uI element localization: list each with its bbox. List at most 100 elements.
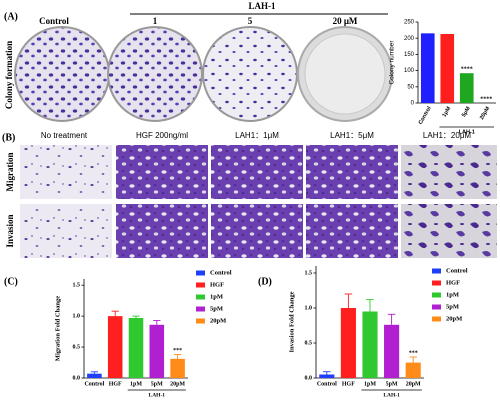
legend-label: HGF <box>446 279 460 286</box>
y-tick-label: 1.0 <box>305 305 313 311</box>
assay-image <box>211 204 303 258</box>
x-tick-label: HGF <box>109 381 122 387</box>
y-tick-label: 200 <box>404 36 415 42</box>
y-tick-label: 0.5 <box>305 340 313 346</box>
column-label: 5 <box>248 16 253 26</box>
group-label: LAH-1 <box>383 392 400 398</box>
row-label: Invasion <box>5 214 15 247</box>
annotation: **** <box>461 67 473 73</box>
column-label: No treatment <box>41 131 88 140</box>
column-label: HGF 200ng/ml <box>136 131 188 140</box>
y-tick-label: 250 <box>404 20 415 26</box>
bar <box>87 373 102 378</box>
panel-label: (B) <box>2 132 15 143</box>
legend-swatch <box>196 306 205 312</box>
column-label: 20 μM <box>333 16 358 26</box>
legend-swatch <box>196 294 205 300</box>
x-tick-label: HGF <box>342 381 355 387</box>
y-tick-label: 150 <box>404 52 415 58</box>
bar <box>384 324 400 378</box>
annotation: *** <box>409 350 418 356</box>
legend-label: 20pM <box>446 315 462 322</box>
assay-image <box>211 145 303 199</box>
legend-swatch <box>196 318 205 324</box>
row-label: Migration <box>5 153 15 192</box>
assay-image <box>401 145 497 199</box>
legend-swatch <box>432 304 441 310</box>
legend-swatch <box>432 316 441 322</box>
bar <box>340 308 356 378</box>
x-tick-label: 5pM <box>386 381 398 387</box>
y-tick-label: 1.5 <box>305 270 313 276</box>
legend-swatch <box>432 280 441 286</box>
x-tick-label: 5μM <box>461 105 472 118</box>
legend-label: 20pM <box>210 317 226 324</box>
y-tick-label: 1.0 <box>73 314 81 320</box>
x-tick-label: 1pM <box>130 381 142 387</box>
assay-image <box>116 145 208 199</box>
x-tick-label: Control <box>418 105 433 125</box>
assay-image <box>20 145 112 199</box>
assay-image <box>20 204 112 258</box>
bar <box>459 73 474 103</box>
bar <box>128 317 144 378</box>
legend-swatch <box>196 270 205 276</box>
assay-image <box>306 145 398 199</box>
legend-label: HGF <box>210 281 224 288</box>
y-axis-label: Invasion Fold Change <box>288 291 295 352</box>
legend-swatch <box>196 282 205 288</box>
assay-image <box>116 204 208 258</box>
assay-image <box>401 204 497 258</box>
x-tick-label: 20pM <box>406 381 421 387</box>
legend-label: 1pM <box>446 291 459 298</box>
y-axis-label: Colony number <box>389 40 396 85</box>
y-axis-label: Migration Fold Change <box>54 296 61 361</box>
x-tick-label: Control <box>317 381 337 387</box>
group-label: LAH-1 <box>249 1 277 11</box>
panel-label: (A) <box>4 11 18 22</box>
bar <box>319 374 335 378</box>
y-tick-label: 0.5 <box>73 344 81 350</box>
x-tick-label: 1μM <box>442 105 453 118</box>
column-label: 1 <box>153 16 158 26</box>
y-tick-label: 100 <box>404 68 415 74</box>
legend-label: 1pM <box>210 293 223 300</box>
group-label: LAH-1 <box>459 129 475 135</box>
y-tick-label: 1.5 <box>73 283 81 289</box>
panel-label: (C) <box>4 276 18 287</box>
plate-image <box>202 26 298 122</box>
plate-image <box>107 26 203 122</box>
plate-image <box>14 26 110 122</box>
column-label: LAH1：20μM <box>423 131 472 140</box>
bar <box>170 358 185 378</box>
x-tick-label: 20pM <box>170 381 185 387</box>
x-tick-label: 20μM <box>479 105 491 121</box>
row-label: Colony formation <box>4 41 14 109</box>
bar <box>420 33 435 104</box>
y-tick-label: 0.0 <box>305 375 313 381</box>
legend-label: Control <box>446 267 468 274</box>
x-tick-label: 5pM <box>151 381 163 387</box>
legend-label: 5pM <box>210 305 223 312</box>
column-label: Control <box>39 16 69 26</box>
column-label: LAH1：5μM <box>330 131 374 140</box>
assay-image <box>306 204 398 258</box>
annotation: *** <box>173 348 182 354</box>
plate-image <box>304 33 386 115</box>
legend-label: 5pM <box>446 303 459 310</box>
bar <box>107 316 123 378</box>
legend-label: Control <box>210 269 232 276</box>
x-tick-label: 1pM <box>364 381 376 387</box>
y-tick-label: 50 <box>407 84 414 90</box>
bar <box>405 362 421 378</box>
bar <box>149 324 165 378</box>
group-label: LAH-1 <box>149 392 166 398</box>
column-label: LAH1：1μM <box>235 131 279 140</box>
bar <box>362 311 378 378</box>
panel-label: (D) <box>258 276 272 287</box>
legend-swatch <box>432 268 441 274</box>
bar <box>440 33 455 103</box>
legend-swatch <box>432 292 441 298</box>
annotation: **** <box>480 96 492 102</box>
